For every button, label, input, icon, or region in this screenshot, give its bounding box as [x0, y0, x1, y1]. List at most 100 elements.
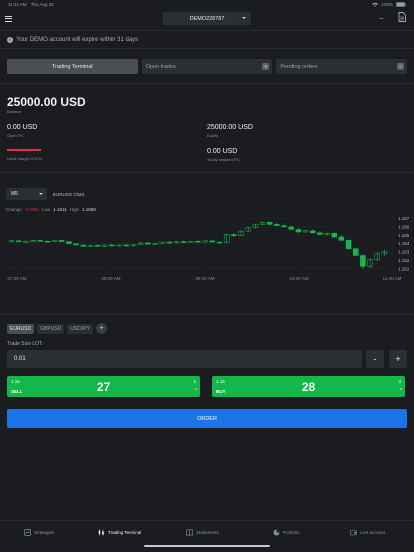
used-margin-bar: [7, 149, 41, 151]
status-bar: 11:42 AM Thu Aug 25 100%: [0, 0, 414, 9]
terminal-tabs: Trading Terminal Open trades 0 Pending o…: [7, 59, 407, 74]
candle: [37, 239, 44, 242]
nav-portfolio[interactable]: Portfolio: [273, 529, 300, 536]
info-icon: i: [7, 36, 13, 43]
open-pl-label: Open P/L: [7, 133, 24, 138]
candle: [23, 240, 29, 243]
nav-label: Live account: [360, 530, 386, 535]
candle: [288, 225, 294, 231]
nav-label: Strategies: [34, 530, 55, 535]
candle: [59, 239, 65, 243]
sell-price-suffix: 1: [193, 379, 196, 384]
sell-label: SELL: [11, 389, 23, 394]
candle: [8, 239, 15, 243]
x-tick-label: 07:25 AM: [7, 276, 26, 281]
symbol-chip-gbpusd[interactable]: GBPUSD: [37, 323, 65, 334]
more-options-icon[interactable]: ...: [379, 14, 384, 21]
wifi-icon: [372, 2, 379, 8]
candle: [238, 230, 244, 237]
chevron-down-icon: [242, 17, 246, 19]
candle: [309, 229, 316, 234]
candle: [145, 241, 151, 245]
candle: [87, 244, 94, 248]
document-icon[interactable]: [398, 12, 406, 22]
price-chart[interactable]: 1.167 1.166 1.165 1.164 1.163 1.162 1.161 07:2…: [0, 214, 414, 284]
symbol-chip-eurusd[interactable]: EURUSD: [7, 323, 35, 334]
candle: [188, 240, 194, 243]
candle: [15, 239, 22, 243]
nav-strategies[interactable]: Strategies: [24, 529, 54, 536]
candle: [374, 252, 381, 262]
candle: [123, 243, 130, 247]
high-label: High: [69, 207, 79, 212]
candlestick-icon: [98, 529, 105, 536]
candle: [152, 242, 158, 245]
chevron-down-icon: [39, 193, 43, 195]
candle: [367, 258, 373, 269]
candle: [102, 244, 108, 248]
tab-open-trades[interactable]: Open trades 0: [141, 59, 273, 74]
order-button[interactable]: ORDER: [7, 409, 407, 428]
timeframe-value: M5: [11, 191, 18, 197]
used-margin-label: Used margin 0.00%: [7, 156, 43, 161]
candle: [66, 241, 72, 245]
timeframe-selector[interactable]: M5: [6, 188, 47, 200]
account-selector[interactable]: DEMO228787: [163, 12, 251, 25]
increase-lot-button[interactable]: +: [389, 350, 407, 368]
sell-price-prefix: 1.16: [11, 379, 20, 384]
tab-pending-orders[interactable]: Pending orders 0: [276, 59, 407, 74]
nav-label: Portfolio: [283, 530, 300, 535]
y-tick-label: 1.163: [398, 250, 410, 255]
candle: [209, 240, 216, 243]
nav-statements[interactable]: Statements: [186, 529, 219, 536]
candle: [44, 240, 51, 243]
y-tick-label: 1.161: [398, 266, 410, 271]
candle: [94, 244, 101, 247]
symbol-chip-usdjpy[interactable]: USDJPY: [67, 323, 93, 334]
decrease-lot-button[interactable]: -: [366, 350, 384, 368]
candle: [231, 232, 237, 238]
nav-trading-terminal[interactable]: Trading Terminal: [98, 529, 141, 536]
candle: [360, 253, 366, 269]
bottom-nav: Strategies Trading Terminal Statements P…: [0, 520, 414, 552]
battery-icon: [396, 1, 406, 8]
top-bar: DEMO228787 ...: [0, 9, 414, 30]
symbol-chips: EURUSD GBPUSD USDJPY +: [7, 323, 107, 334]
candle: [137, 242, 144, 246]
candle: [324, 232, 330, 236]
tab-trading-terminal[interactable]: Trading Terminal: [7, 59, 138, 74]
divider: [0, 314, 414, 315]
nav-live-account[interactable]: Live account: [350, 529, 385, 536]
book-icon: [186, 529, 193, 536]
buy-price: 28: [301, 380, 316, 394]
sell-button[interactable]: 1.16 SELL 27 1 ^: [7, 376, 200, 397]
divider: [0, 172, 414, 173]
candle: [345, 239, 352, 250]
account-number: DEMO228787: [189, 15, 225, 22]
hamburger-menu-icon[interactable]: [5, 14, 14, 23]
tab-count-badge: 0: [262, 63, 270, 70]
x-tick-label: 09:40 AM: [195, 276, 214, 281]
x-tick-label: 10:40 AM: [289, 276, 308, 281]
x-tick-label: 11:40 AM: [383, 276, 402, 281]
buy-button[interactable]: 1.16 BUY 28 3 ^: [212, 376, 405, 397]
buy-price-prefix: 1.16: [216, 379, 225, 384]
y-tick-label: 1.165: [398, 233, 410, 238]
candle: [159, 241, 165, 244]
candle: [116, 244, 122, 247]
candle: [130, 244, 137, 247]
candle: [195, 240, 201, 243]
candle: [317, 231, 323, 236]
y-tick-label: 1.162: [398, 258, 410, 263]
candle: [381, 249, 388, 257]
lot-size-input[interactable]: 0.01: [7, 350, 362, 368]
candle: [30, 239, 36, 243]
add-symbol-button[interactable]: +: [95, 323, 107, 334]
expiry-notice-text: Your DEMO account will expire within 31 …: [16, 36, 139, 43]
candle: [338, 235, 345, 242]
candle: [180, 240, 187, 243]
candle: [352, 247, 359, 257]
status-date: Thu Aug 25: [30, 2, 54, 7]
change-value: -0.08%: [24, 207, 40, 212]
battery-percent: 100%: [381, 2, 393, 7]
